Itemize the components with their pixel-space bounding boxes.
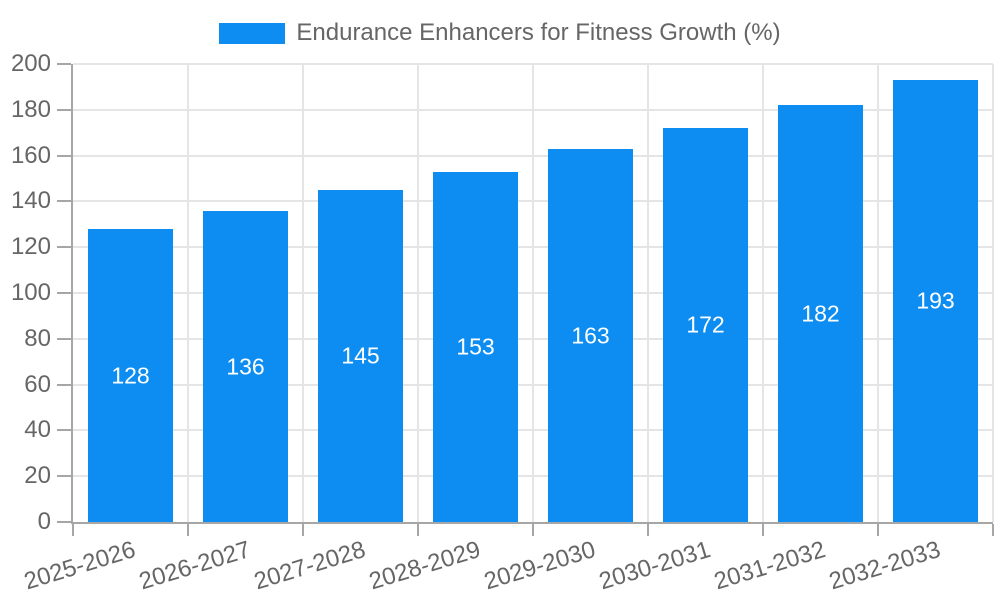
bar-value-label: 182 — [801, 300, 840, 326]
y-tick — [57, 63, 71, 65]
gridline-v — [532, 64, 534, 522]
y-tick-label: 20 — [24, 462, 51, 490]
y-axis-line — [71, 64, 73, 522]
bar[interactable] — [548, 149, 633, 522]
bar[interactable] — [663, 128, 748, 522]
bar-value-label: 128 — [111, 362, 150, 388]
plot-area: 0 20 40 60 80 100 120 140 160 180 200 128 2025-2026 1… — [11, 50, 994, 595]
y-tick — [57, 429, 71, 432]
legend-item[interactable]: Endurance Enhancers for Fitness Growth (… — [0, 20, 1000, 46]
gridline-v — [187, 64, 189, 522]
x-axis-line — [71, 522, 993, 524]
y-tick — [57, 292, 71, 294]
bar-value-label: 145 — [341, 342, 380, 369]
x-tick — [532, 524, 534, 536]
x-tick — [302, 524, 304, 536]
gridline-v — [992, 64, 994, 522]
y-tick-label: 0 — [37, 508, 51, 535]
y-tick — [57, 475, 71, 478]
y-tick-label: 60 — [24, 370, 51, 398]
y-tick — [57, 108, 71, 111]
gridline-v — [877, 64, 879, 522]
gridline-v — [302, 64, 304, 522]
y-tick — [57, 246, 71, 249]
bar[interactable] — [88, 229, 173, 522]
legend-label: Endurance Enhancers for Fitness Growth (… — [296, 19, 781, 46]
y-tick-label: 160 — [10, 141, 51, 169]
legend-swatch — [219, 22, 286, 44]
y-tick-label: 180 — [10, 95, 51, 123]
x-tick — [762, 524, 764, 536]
x-tick — [72, 524, 74, 536]
x-tick — [992, 524, 994, 536]
x-tick — [647, 524, 649, 536]
x-tick — [877, 524, 879, 536]
bar[interactable] — [778, 105, 863, 522]
bar-value-label: 163 — [571, 322, 610, 348]
x-tick — [417, 524, 419, 536]
y-tick-label: 140 — [10, 187, 51, 215]
y-tick-label: 100 — [10, 279, 51, 306]
y-tick-label: 80 — [24, 324, 51, 352]
y-tick — [57, 521, 71, 523]
x-tick — [187, 524, 189, 536]
y-tick-label: 40 — [24, 416, 51, 444]
bar[interactable] — [203, 211, 288, 522]
bar-value-label: 172 — [686, 311, 725, 338]
bar-value-label: 136 — [226, 353, 265, 379]
gridline-v — [647, 64, 649, 522]
gridline-v — [417, 64, 419, 522]
gridline-v — [762, 64, 764, 522]
y-tick-label: 120 — [10, 233, 51, 261]
y-tick — [57, 200, 71, 203]
y-tick — [57, 337, 71, 340]
y-tick-label: 200 — [10, 50, 51, 77]
y-tick — [57, 154, 71, 157]
bar[interactable] — [433, 172, 518, 522]
bar[interactable] — [893, 80, 978, 522]
y-tick — [57, 383, 71, 386]
bar-value-label: 193 — [916, 287, 955, 314]
bar-value-label: 153 — [456, 333, 495, 360]
bar[interactable] — [318, 190, 403, 522]
